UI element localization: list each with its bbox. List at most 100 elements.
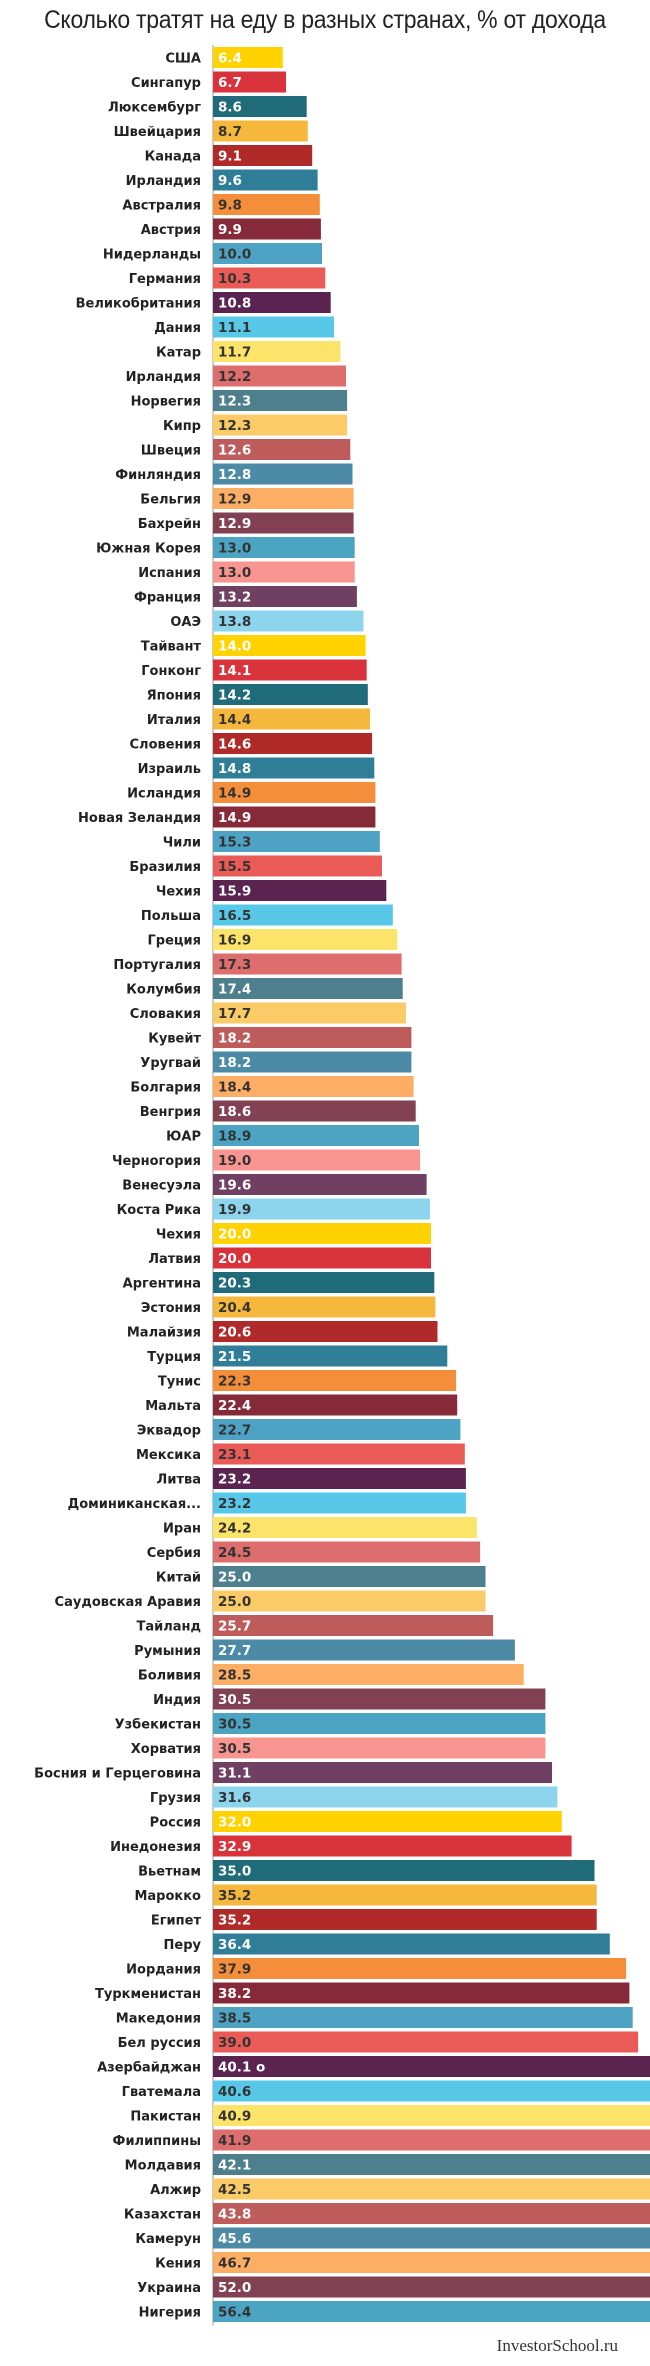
category-label: Латвия bbox=[148, 1252, 201, 1267]
category-label: Люксембург bbox=[108, 101, 201, 116]
data-label: 43.8 bbox=[218, 2207, 251, 2223]
data-label: 30.5 bbox=[218, 1717, 251, 1733]
data-label: 40.9 bbox=[218, 2109, 251, 2125]
category-label: Узбекистан bbox=[115, 1718, 201, 1733]
category-label: Франция bbox=[134, 591, 201, 606]
data-label: 12.8 bbox=[218, 467, 251, 483]
bar bbox=[213, 831, 380, 852]
category-label: Сингапур bbox=[131, 76, 201, 91]
bar bbox=[213, 218, 321, 240]
bar bbox=[213, 341, 341, 362]
data-label: 14.4 bbox=[218, 712, 251, 728]
category-label: Македония bbox=[116, 2012, 201, 2027]
category-label: Испания bbox=[138, 566, 201, 581]
category-label: Норвегия bbox=[131, 395, 201, 410]
category-label: Тайланд bbox=[136, 1620, 201, 1635]
bar bbox=[213, 1517, 477, 1538]
bar bbox=[213, 292, 331, 313]
data-label: 17.7 bbox=[218, 1006, 251, 1022]
bar bbox=[213, 561, 355, 583]
bar bbox=[213, 1272, 435, 1293]
bar bbox=[213, 1223, 431, 1244]
bar bbox=[213, 1590, 486, 1612]
bar bbox=[213, 1247, 431, 1269]
data-label: 22.3 bbox=[218, 1374, 251, 1390]
data-label: 14.9 bbox=[218, 786, 251, 802]
category-label: Филиппины bbox=[113, 2134, 201, 2149]
bar bbox=[213, 2129, 650, 2151]
category-label: Бел руссия bbox=[118, 2036, 201, 2051]
data-label: 32.0 bbox=[218, 1815, 251, 1831]
data-label: 6.7 bbox=[218, 75, 242, 91]
data-label: 10.3 bbox=[218, 271, 251, 287]
category-label: Австралия bbox=[122, 199, 201, 214]
category-label: США bbox=[165, 52, 201, 67]
data-label: 25.0 bbox=[218, 1570, 251, 1586]
bar bbox=[213, 1639, 515, 1661]
category-label: Малайзия bbox=[127, 1326, 201, 1341]
bar bbox=[213, 1321, 438, 1342]
category-label: Швейцария bbox=[114, 125, 201, 140]
bar bbox=[213, 855, 382, 877]
category-label: Чехия bbox=[156, 1228, 201, 1243]
data-label: 40.6 bbox=[218, 2084, 251, 2100]
bar bbox=[213, 1664, 524, 1685]
watermark: InvestorSchool.ru bbox=[496, 2336, 618, 2355]
category-label: Греция bbox=[148, 934, 202, 949]
category-label: Италия bbox=[147, 713, 201, 728]
bar bbox=[213, 1345, 448, 1367]
data-label: 19.6 bbox=[218, 1178, 251, 1194]
category-label: Черногория bbox=[112, 1154, 201, 1169]
data-label: 18.9 bbox=[218, 1129, 251, 1145]
category-label: Колумбия bbox=[126, 983, 201, 998]
bar bbox=[213, 806, 376, 828]
bar bbox=[213, 120, 308, 142]
bar bbox=[213, 1541, 481, 1563]
data-label: 14.1 bbox=[218, 663, 251, 679]
category-label: Россия bbox=[150, 1816, 201, 1831]
bar bbox=[213, 610, 364, 632]
bar bbox=[213, 1443, 465, 1465]
data-label: 37.9 bbox=[218, 1962, 251, 1978]
data-label: 11.1 bbox=[218, 320, 251, 336]
data-label: 13.2 bbox=[218, 590, 251, 606]
bar bbox=[213, 145, 313, 166]
chart-title: Сколько тратят на еду в разных странах, … bbox=[44, 6, 606, 34]
bar bbox=[213, 1835, 572, 1857]
bar bbox=[213, 1958, 627, 1979]
data-label: 20.4 bbox=[218, 1300, 251, 1316]
bar bbox=[213, 708, 370, 730]
data-label: 15.3 bbox=[218, 835, 251, 851]
category-label: Австрия bbox=[141, 223, 201, 238]
category-label: Южная Корея bbox=[96, 542, 201, 557]
data-label: 31.1 bbox=[218, 1766, 251, 1782]
bar bbox=[213, 439, 351, 460]
bar bbox=[213, 2007, 633, 2028]
bar bbox=[213, 1811, 562, 1832]
category-label: Эстония bbox=[141, 1301, 201, 1316]
data-label: 31.6 bbox=[218, 1790, 251, 1806]
bar bbox=[213, 316, 334, 338]
bar bbox=[213, 929, 398, 950]
data-label: 15.5 bbox=[218, 859, 251, 875]
data-label: 12.9 bbox=[218, 492, 251, 508]
category-label: Украина bbox=[137, 2281, 201, 2296]
category-label: Казахстан bbox=[124, 2208, 201, 2223]
bar bbox=[213, 96, 307, 117]
category-label: Азербайджан bbox=[97, 2061, 201, 2076]
category-label: Бразилия bbox=[129, 860, 201, 875]
category-label: Сербия bbox=[147, 1546, 201, 1561]
category-label: Румыния bbox=[134, 1644, 201, 1659]
bar bbox=[213, 757, 375, 779]
bar bbox=[213, 71, 286, 93]
category-label: Кения bbox=[155, 2257, 201, 2272]
data-label: 11.7 bbox=[218, 345, 251, 361]
data-label: 22.4 bbox=[218, 1398, 251, 1414]
data-label: 9.9 bbox=[218, 222, 242, 238]
data-label: 35.2 bbox=[218, 1913, 251, 1929]
bar bbox=[213, 1737, 546, 1759]
data-label: 23.1 bbox=[218, 1447, 251, 1463]
bar bbox=[213, 2031, 639, 2053]
category-label: Великобритания bbox=[76, 297, 201, 312]
